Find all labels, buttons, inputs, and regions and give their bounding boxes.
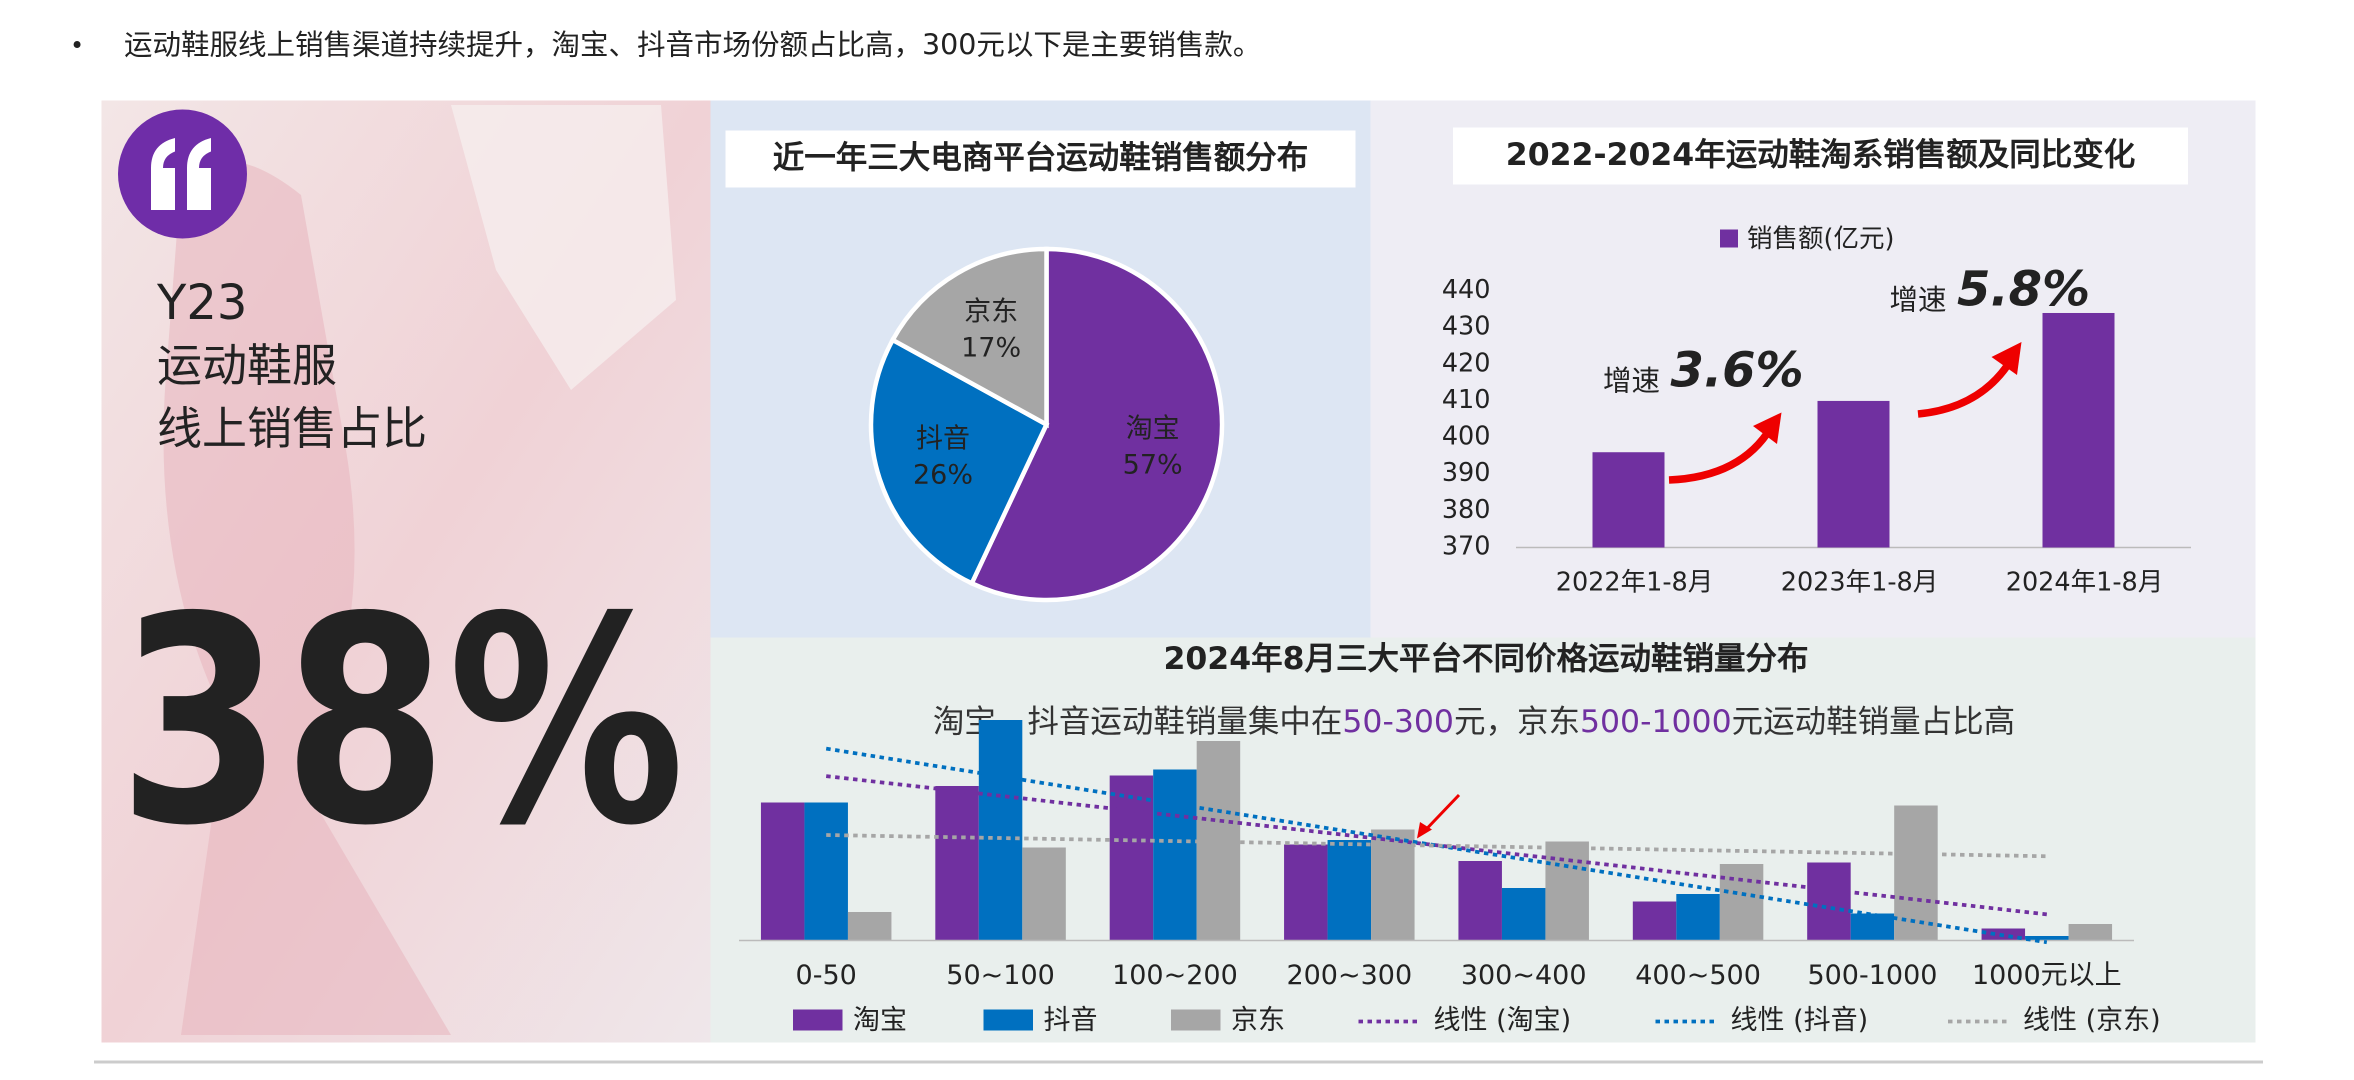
bar <box>2042 312 2115 548</box>
photo-figure <box>163 160 451 1035</box>
growth-arrow-head <box>1991 342 2022 375</box>
subtitle-part: 元运动鞋销量占比高 <box>1732 704 2016 740</box>
chart-subtitle: 淘宝、抖音运动鞋销量集中在50-300元，京东500-1000元运动鞋销量占比高 <box>933 704 2015 740</box>
panel-line: 运动鞋服 <box>157 339 337 392</box>
annotation-prefix: 增速 <box>1603 365 1660 398</box>
bar <box>847 912 892 941</box>
chart-title: 近一年三大电商平台运动鞋销售额分布 <box>773 140 1309 176</box>
x-tick-label: 300~400 <box>1461 960 1587 991</box>
bar <box>1592 452 1665 548</box>
annotation-value: 3.6% <box>1671 343 1804 399</box>
bar <box>760 802 805 941</box>
annotation-prefix: 增速 <box>1890 284 1947 317</box>
panel-line: 线上销售占比 <box>157 402 427 455</box>
legend-trend-label: 线性 (淘宝) <box>1434 1005 1572 1036</box>
growth-arrow <box>1668 425 1775 484</box>
slice-label: 抖音 <box>916 424 970 455</box>
bullet-text: 运动鞋服线上销售渠道持续提升，淘宝、抖音市场份额占比高，300元以下是主要销售款… <box>124 29 1261 62</box>
x-tick-label: 50~100 <box>946 960 1055 991</box>
pointer-arrow <box>1424 793 1461 831</box>
growth-arrow <box>1917 357 2015 418</box>
chart-title: 2022-2024年运动鞋淘系销售额及同比变化 <box>1506 136 2135 173</box>
bar <box>978 720 1023 941</box>
slice-value: 17% <box>961 332 1021 363</box>
slice-value: 57% <box>1123 450 1183 481</box>
bar <box>1284 844 1328 941</box>
legend-swatch <box>983 1009 1033 1031</box>
y-tick-label: 430 <box>1442 312 1491 342</box>
y-tick-label: 400 <box>1442 422 1491 452</box>
trendline <box>825 774 2048 917</box>
y-tick-label: 380 <box>1442 495 1491 525</box>
y-tick-label: 440 <box>1442 275 1491 305</box>
pie-slice <box>968 246 1225 603</box>
legend-label: 淘宝 <box>853 1005 907 1036</box>
x-tick-label: 500-1000 <box>1807 960 1937 991</box>
panel-line: Y23 <box>156 275 247 331</box>
bar <box>1632 901 1677 941</box>
title-box <box>725 130 1356 188</box>
legend-trend-label: 线性 (京东) <box>2023 1005 2161 1036</box>
x-tick-label: 2023年1-8月 <box>1781 568 1939 598</box>
slice-label: 淘宝 <box>1126 414 1180 445</box>
big-number: 38% <box>118 556 685 888</box>
bar <box>1109 775 1154 941</box>
x-tick-label: 2022年1-8月 <box>1556 568 1714 598</box>
bar <box>2068 924 2113 941</box>
pie-slice <box>889 246 1049 429</box>
trendline <box>826 833 2047 859</box>
legend-label: 销售额(亿元) <box>1747 224 1894 254</box>
x-tick-label: 400~500 <box>1635 960 1761 991</box>
x-tick-label: 1000元以上 <box>1972 960 2122 991</box>
bar <box>1817 400 1890 548</box>
legend-trend-label: 线性 (抖音) <box>1731 1005 1869 1036</box>
y-tick-label: 390 <box>1442 458 1491 488</box>
bar <box>1327 840 1372 941</box>
quote-glyph <box>151 138 211 210</box>
pointer-head <box>1417 822 1432 839</box>
bar <box>1153 769 1197 941</box>
legend-swatch <box>793 1009 843 1031</box>
bar <box>1545 841 1589 941</box>
quote-icon <box>118 109 247 239</box>
bullet-dot: • <box>70 32 84 60</box>
photo-arm <box>451 105 676 390</box>
subtitle-part: 500-1000 <box>1580 704 1732 740</box>
legend-swatch <box>1171 1009 1221 1031</box>
x-tick-label: 2024年1-8月 <box>2006 568 2164 598</box>
subtitle-part: 50-300 <box>1342 704 1454 740</box>
legend-label: 京东 <box>1231 1005 1285 1036</box>
x-tick-label: 0-50 <box>796 960 857 991</box>
bar <box>935 786 979 941</box>
legend-swatch <box>1720 229 1738 248</box>
y-tick-label: 410 <box>1442 385 1491 415</box>
y-tick-label: 420 <box>1442 348 1491 378</box>
bar <box>1719 864 1764 941</box>
bar <box>1458 861 1502 941</box>
legend-label: 抖音 <box>1044 1005 1098 1036</box>
chart-title: 2024年8月三大平台不同价格运动鞋销量分布 <box>1163 641 1808 677</box>
slice-value: 26% <box>913 460 973 491</box>
bar <box>1676 894 1720 941</box>
bar <box>1501 888 1546 941</box>
bar <box>1022 847 1066 941</box>
trendline <box>825 746 2048 945</box>
bar <box>804 802 848 941</box>
slice-label: 京东 <box>964 296 1018 327</box>
x-tick-label: 200~300 <box>1286 960 1412 991</box>
bar <box>1807 862 1851 941</box>
growth-arrow-head <box>1753 412 1782 444</box>
x-tick-label: 100~200 <box>1112 960 1238 991</box>
title-box <box>1453 127 2188 185</box>
y-tick-label: 370 <box>1442 532 1491 562</box>
bar <box>1371 829 1415 941</box>
bar <box>2025 936 2069 941</box>
bar <box>1894 805 1938 941</box>
subtitle-part: 元，京东 <box>1454 704 1580 740</box>
annotation-value: 5.8% <box>1957 262 2090 318</box>
